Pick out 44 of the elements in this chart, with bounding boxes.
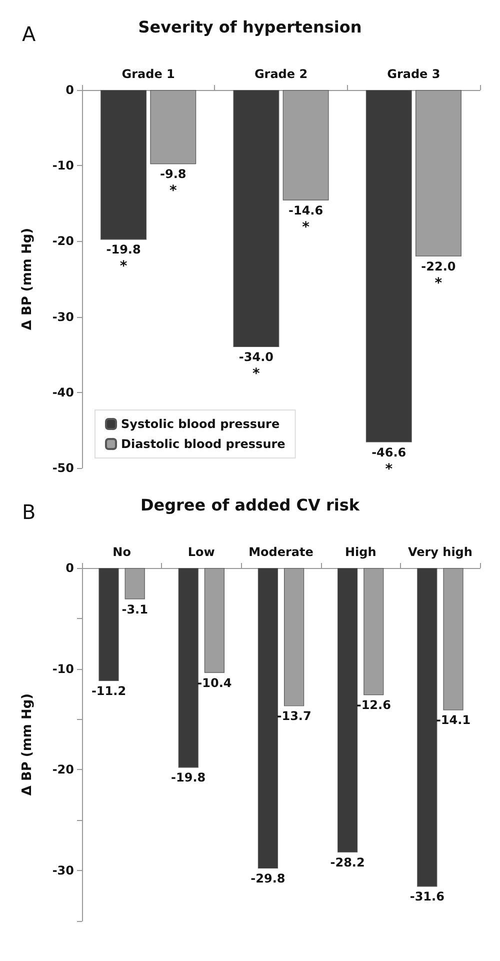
annotation: * — [169, 183, 178, 200]
annotation: * — [120, 258, 128, 275]
x-tick-label: High — [344, 545, 376, 559]
text: A — [22, 22, 36, 46]
x-tick-label: Very high — [408, 545, 472, 559]
y-axis-title: Δ BP (mm Hg) — [20, 228, 35, 330]
x-tick-label: Grade 3 — [387, 67, 440, 81]
y-tick-label: 0 — [66, 83, 74, 97]
x-tick-label: Grade 2 — [254, 67, 308, 81]
y-tick-label: -10 — [52, 662, 74, 676]
data-label: -19.8 — [171, 770, 206, 785]
chart-title: Degree of added CV risk — [140, 496, 360, 514]
data-label: -11.2 — [91, 684, 126, 698]
data-label: -34.0 — [238, 350, 274, 364]
data-label: -28.2 — [330, 855, 365, 870]
y-tick-label: -50 — [52, 461, 74, 475]
chart-title: Severity of hypertension — [138, 18, 362, 36]
y-tick-label: 0 — [66, 561, 74, 575]
y-tick-label: -10 — [52, 158, 74, 173]
legend-label: Systolic blood pressure — [121, 417, 280, 431]
y-tick-label: -30 — [52, 864, 74, 878]
annotation: * — [252, 366, 261, 382]
data-label: -46.6 — [372, 445, 406, 460]
y-tick-label: -20 — [52, 762, 74, 777]
annotation: * — [385, 461, 394, 478]
data-label: -3.1 — [122, 602, 148, 616]
y-axis-title: Δ BP (mm Hg) — [20, 693, 35, 796]
x-tick-label: Moderate — [248, 545, 314, 559]
x-tick-label: Grade 1 — [122, 67, 175, 81]
annotation: * — [302, 219, 310, 236]
data-label: -14.6 — [288, 203, 324, 218]
data-label: -9.8 — [160, 167, 186, 182]
x-tick-label: Low — [188, 545, 215, 559]
data-label: -22.0 — [421, 259, 456, 274]
data-label: -31.6 — [410, 890, 444, 904]
data-label: -29.8 — [250, 872, 286, 886]
legend-label: Diastolic blood pressure — [121, 437, 286, 451]
y-tick-label: -40 — [52, 385, 74, 400]
x-tick-label: No — [112, 545, 131, 559]
y-tick-label: -20 — [52, 234, 74, 248]
y-tick-label: -30 — [52, 310, 74, 324]
annotation: * — [434, 275, 443, 292]
data-label: -19.8 — [106, 242, 141, 257]
text: B — [22, 500, 36, 524]
